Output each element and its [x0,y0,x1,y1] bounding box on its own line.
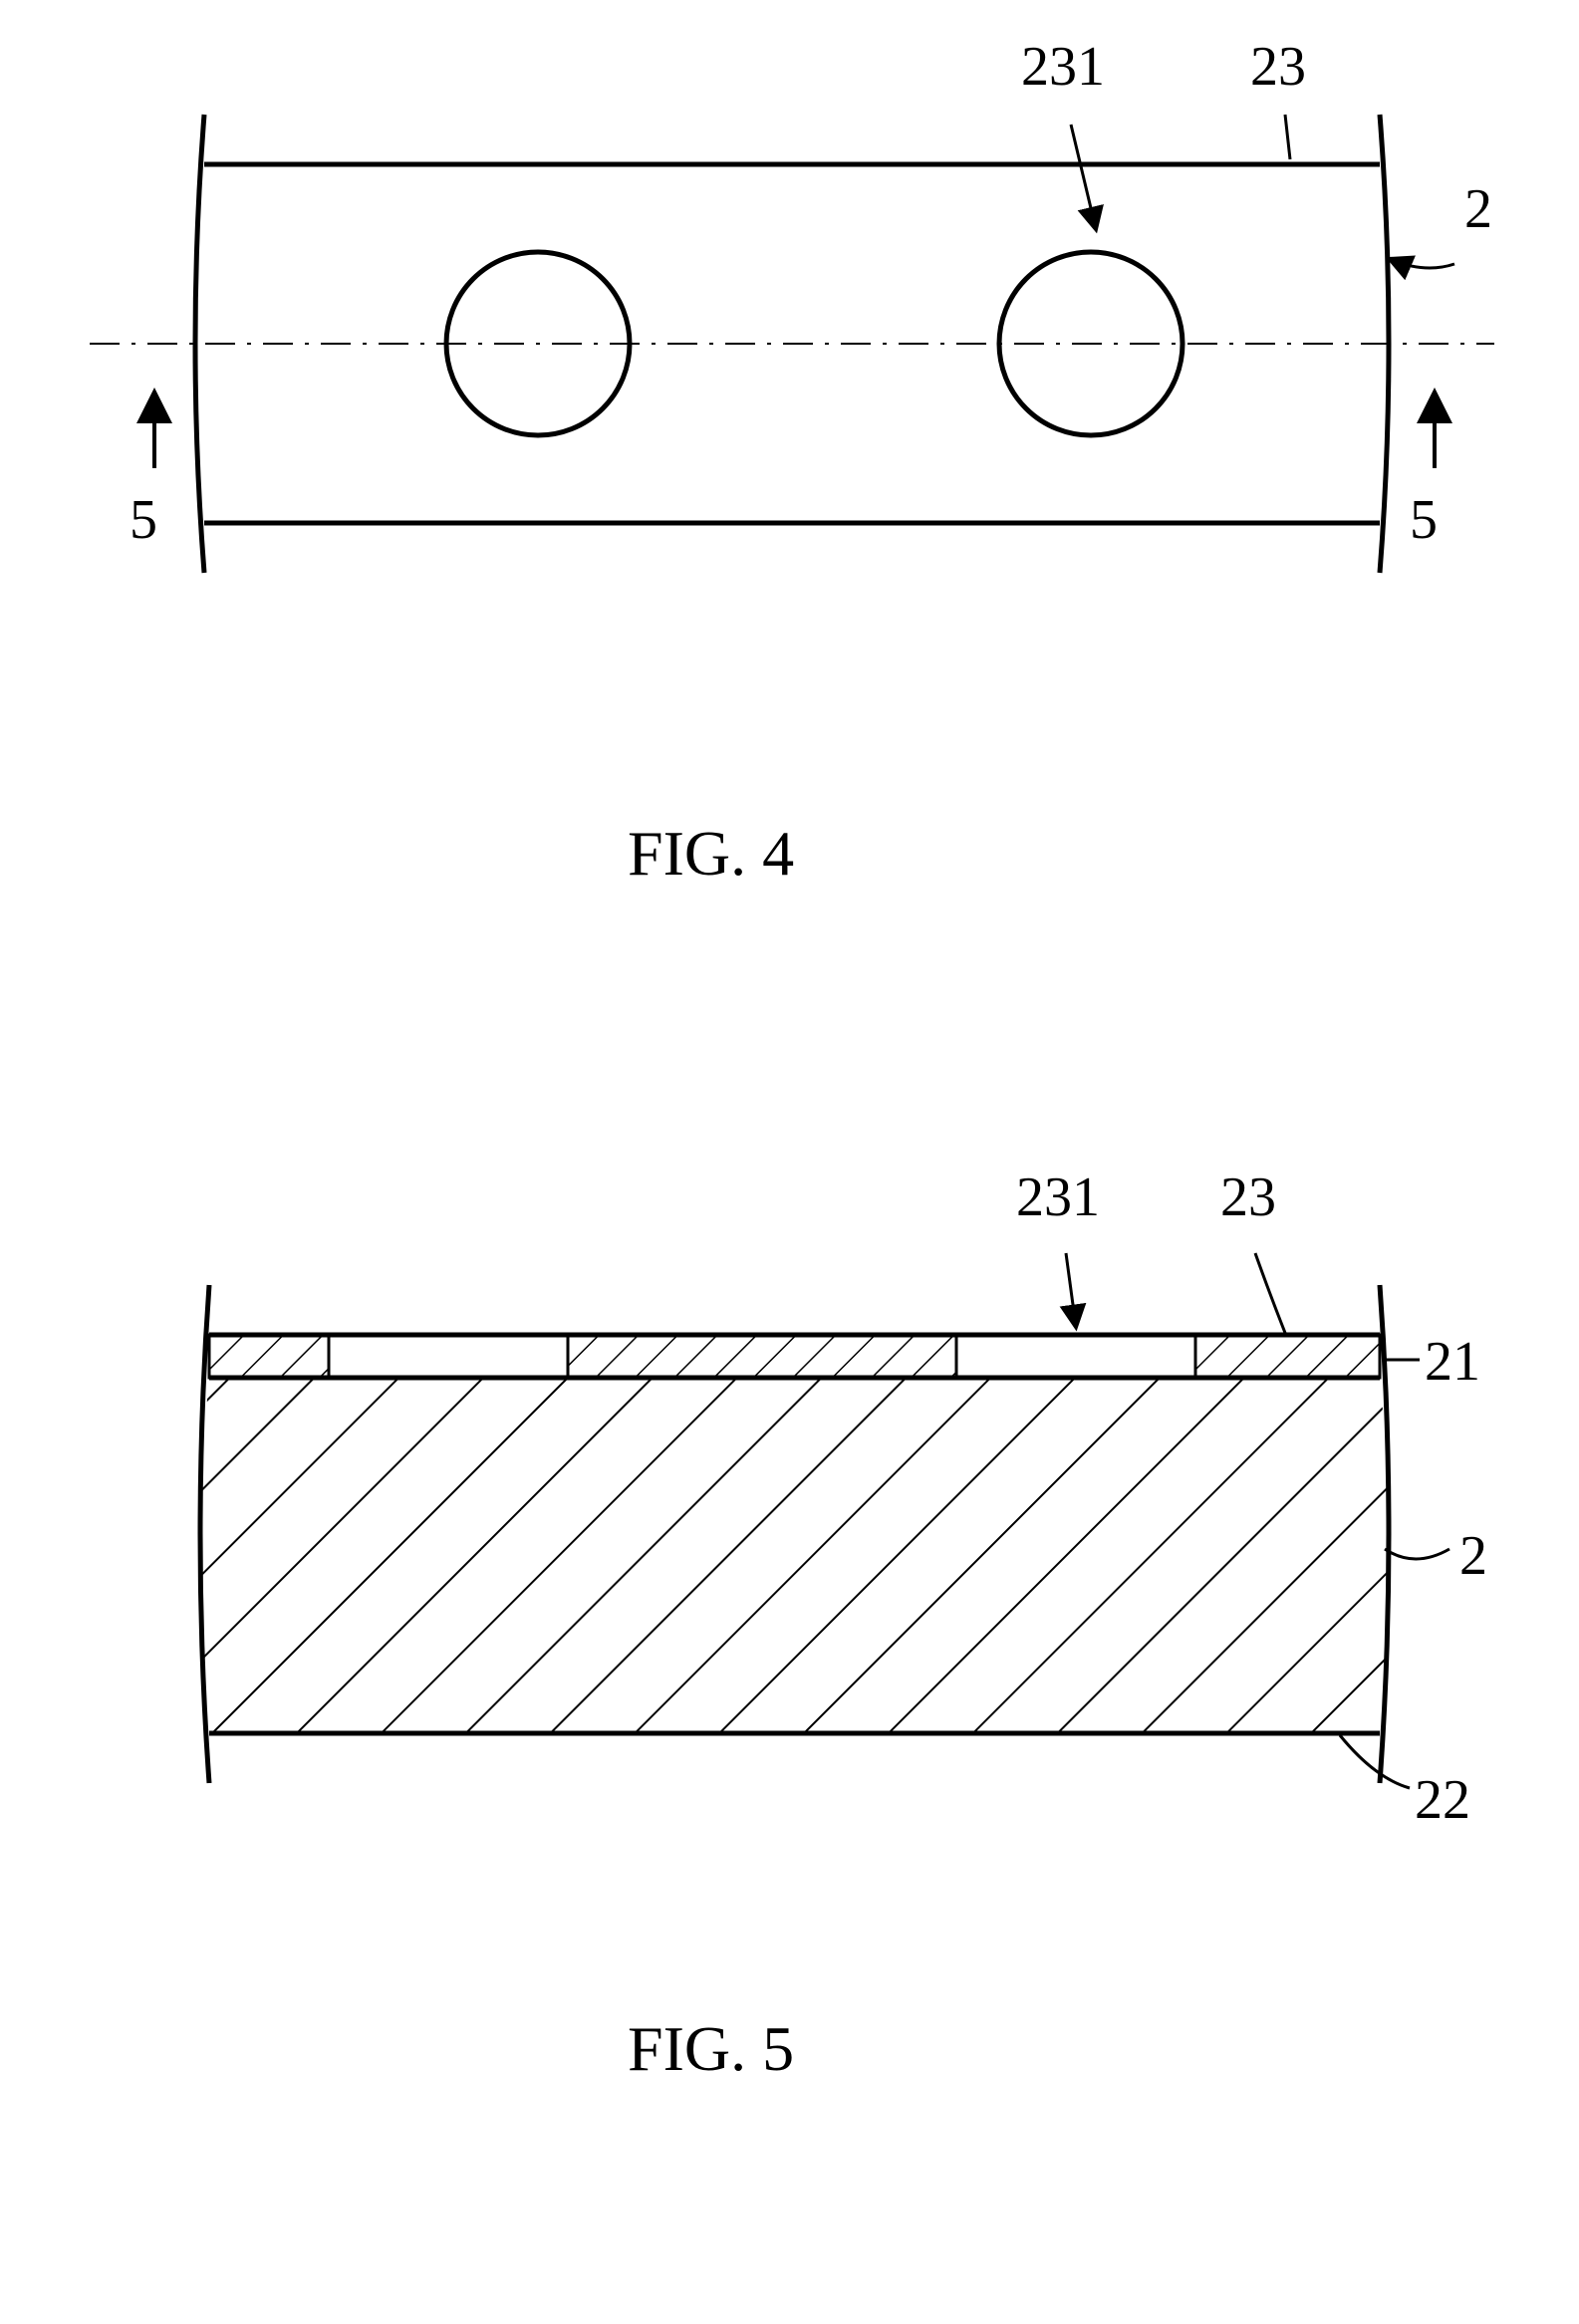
label-23-fig4: 23 [1250,35,1306,99]
label-2-fig4: 2 [1464,177,1492,241]
technical-drawing [0,0,1579,2324]
label-21-fig5: 21 [1425,1330,1480,1394]
label-231-fig5: 231 [1016,1165,1100,1229]
label-2-fig5: 2 [1459,1524,1487,1588]
label-231-fig4: 231 [1021,35,1105,99]
figure-5 [200,1253,1449,1788]
label-22-fig5: 22 [1415,1768,1470,1832]
page: 231 23 2 5 5 FIG. 4 231 23 21 2 22 FIG. … [0,0,1579,2324]
figure-4 [90,115,1494,573]
label-23-fig5: 23 [1220,1165,1276,1229]
section-mark-right-label: 5 [1410,488,1438,552]
figure-5-caption: FIG. 5 [628,2012,794,2086]
figure-4-caption: FIG. 4 [628,817,794,891]
section-mark-left-label: 5 [130,488,157,552]
